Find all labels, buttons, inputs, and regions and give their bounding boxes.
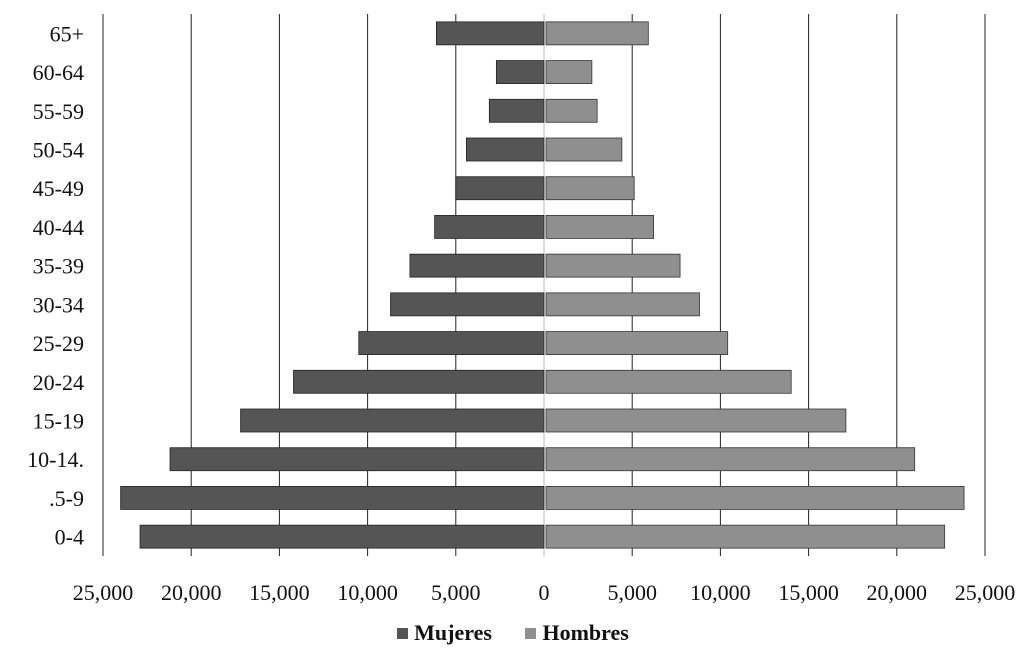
bar-mujeres — [293, 369, 545, 394]
category-label: 40-44 — [33, 215, 84, 240]
x-tick-label: 15,000 — [778, 580, 839, 605]
legend-item-hombres: Hombres — [525, 620, 629, 646]
bar-mujeres — [240, 408, 545, 433]
category-label: 55-59 — [33, 99, 84, 124]
x-tick-label: 10,000 — [337, 580, 398, 605]
population-pyramid-chart: 65+ 60-64 55-59 50-54 45-49 40-44 35-39 30-34 25… — [27, 14, 1016, 605]
bar-hombres — [545, 21, 649, 46]
bar-hombres — [545, 331, 729, 355]
legend-swatch-hombres — [525, 628, 537, 639]
bar-hombres — [545, 292, 700, 317]
category-label: 10-14. — [27, 447, 84, 472]
bar-mujeres — [435, 21, 545, 46]
bar-hombres — [545, 215, 655, 239]
bar-hombres — [545, 524, 946, 549]
bar-hombres — [545, 60, 593, 84]
category-label: 20-24 — [33, 370, 84, 395]
bar-hombres — [545, 137, 623, 162]
bar-mujeres — [390, 292, 545, 317]
legend-label-hombres: Hombres — [542, 620, 629, 645]
x-tick-label: 5,000 — [607, 580, 657, 605]
bar-hombres — [545, 176, 635, 201]
bar-mujeres — [465, 137, 545, 162]
x-tick-label: 20,000 — [161, 580, 222, 605]
bar-hombres — [545, 408, 847, 433]
category-label: 65+ — [50, 21, 84, 46]
x-tick-label: 15,000 — [249, 580, 310, 605]
bar-mujeres — [409, 253, 545, 278]
bar-mujeres — [455, 176, 545, 201]
x-tick-label: 5,000 — [431, 580, 481, 605]
category-label: 50-54 — [33, 138, 84, 163]
category-label: 30-34 — [33, 292, 84, 317]
category-label: 15-19 — [33, 409, 84, 434]
bar-mujeres — [495, 60, 545, 84]
chart-legend: Mujeres Hombres — [0, 620, 1026, 646]
x-tick-label: 25,000 — [955, 580, 1016, 605]
legend-swatch-mujeres — [397, 628, 409, 639]
bar-hombres — [545, 369, 792, 394]
x-tick-label: 10,000 — [690, 580, 751, 605]
bar-mujeres — [488, 98, 545, 123]
category-label: 0-4 — [55, 525, 84, 550]
bar-hombres — [545, 486, 965, 510]
x-tick-label: 25,000 — [73, 580, 134, 605]
category-label: 60-64 — [33, 60, 84, 85]
category-label: 25-29 — [33, 331, 84, 356]
bar-hombres — [545, 447, 916, 472]
category-label: 45-49 — [33, 176, 84, 201]
x-tick-label: 0 — [539, 580, 550, 605]
category-label: .5-9 — [49, 486, 84, 511]
x-tick-label: 20,000 — [867, 580, 928, 605]
bar-mujeres — [169, 447, 545, 472]
legend-label-mujeres: Mujeres — [414, 620, 492, 645]
bar-mujeres — [358, 331, 545, 355]
bar-mujeres — [120, 486, 545, 510]
bar-mujeres — [139, 524, 545, 549]
legend-item-mujeres: Mujeres — [397, 620, 492, 646]
bar-hombres — [545, 98, 598, 123]
category-label: 35-39 — [33, 254, 84, 279]
bar-mujeres — [434, 215, 545, 239]
bar-hombres — [545, 253, 681, 278]
